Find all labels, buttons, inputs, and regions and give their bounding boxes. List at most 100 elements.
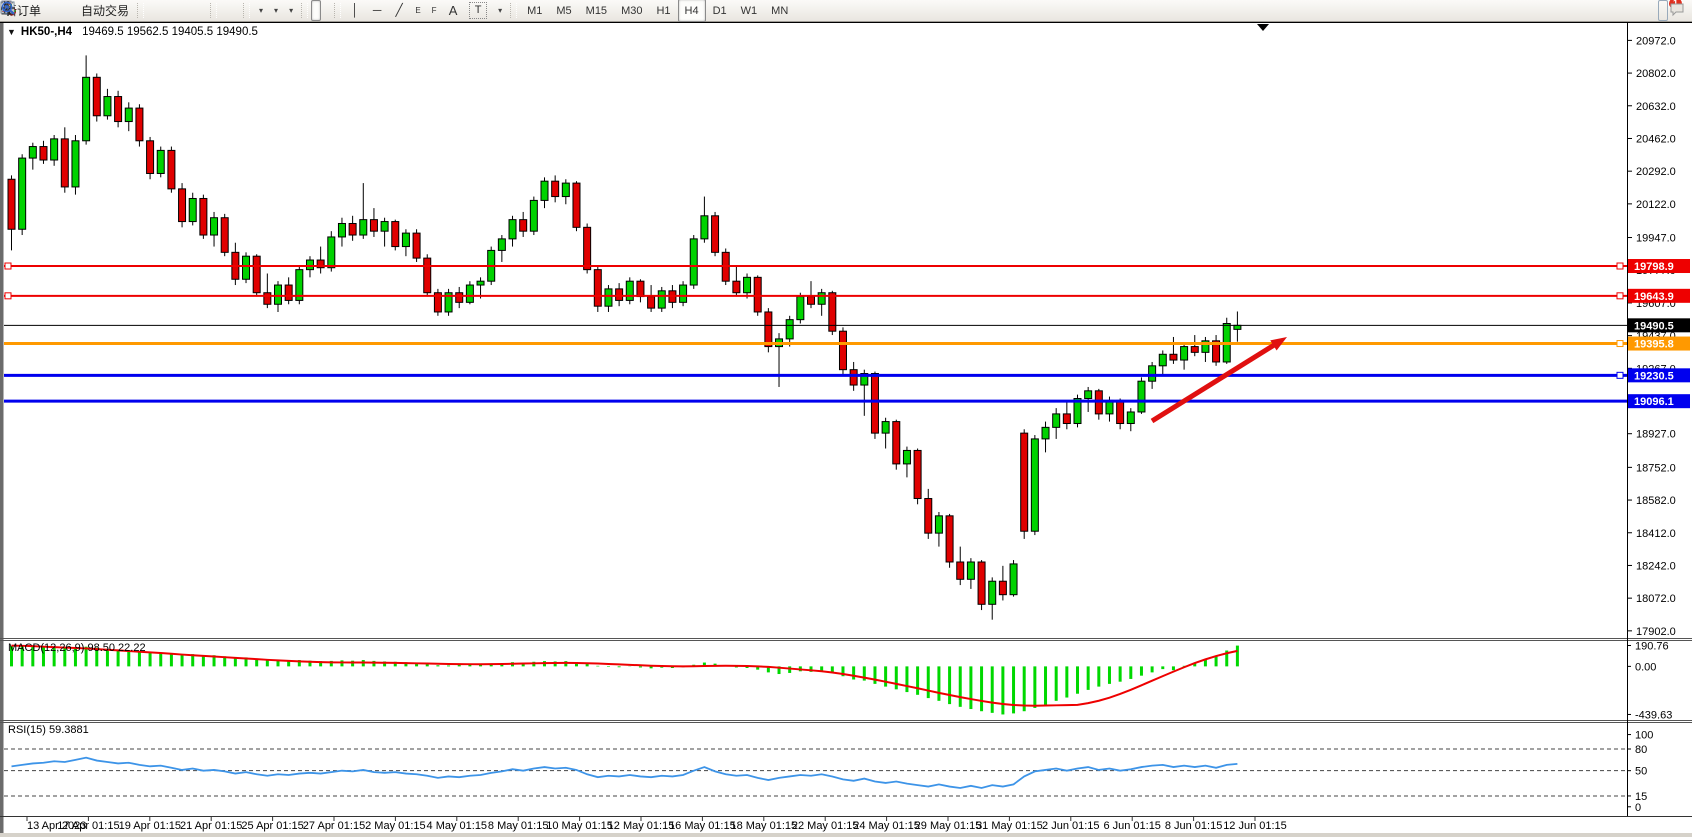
candle-body — [401, 232, 410, 248]
line-handle[interactable] — [1616, 262, 1624, 270]
candle-body — [199, 197, 208, 236]
date-axis-label: 22 May 01:15 — [792, 820, 859, 832]
date-axis-label: 8 May 01:15 — [488, 820, 549, 832]
date-axis-label: 18 May 01:15 — [730, 820, 797, 832]
templates-dropdown[interactable]: ▾ — [0, 0, 298, 21]
macd-indicator-label: MACD(12,26,9) 98.50 22.22 — [8, 642, 146, 654]
styler-button[interactable] — [1, 0, 56, 21]
line-handle[interactable] — [4, 262, 12, 270]
price-badge-label: 19798.9 — [1634, 261, 1674, 273]
fibonacci-tool[interactable]: F — [1, 0, 442, 21]
horizontal-line-tool[interactable]: ─ — [366, 0, 388, 21]
zoom-in-button[interactable] — [2, 0, 187, 21]
line-handle[interactable] — [1616, 292, 1624, 300]
timeframe-button-H1[interactable]: H1 — [656, 4, 671, 17]
new-chart-dropdown[interactable]: ▾ — [0, 0, 268, 21]
bar-chart-mode-button[interactable] — [1, 0, 157, 21]
candle-body — [1212, 340, 1221, 363]
candle-body — [604, 288, 613, 307]
candle-body — [242, 255, 251, 280]
candle-body — [1201, 340, 1210, 353]
candle-body — [284, 284, 293, 301]
toolbar-separator — [243, 3, 251, 18]
macd-axis-tick: -439.63 — [1635, 709, 1672, 721]
price-axis-tick: 20462.0 — [1636, 133, 1676, 145]
candle-body — [39, 146, 48, 161]
candle-body — [743, 276, 752, 294]
search-button[interactable] — [1, 0, 1668, 21]
chart-shift-button[interactable] — [1, 0, 240, 21]
signals-button[interactable] — [1, 0, 76, 21]
candle-body — [796, 296, 805, 321]
community-button[interactable] — [1, 0, 66, 21]
chat-button[interactable]: 1 — [1667, 0, 1684, 21]
periods-dropdown[interactable]: ▾ — [1, 0, 283, 21]
dropdown-arrow-icon: ▾ — [498, 6, 503, 15]
candle-body — [924, 498, 933, 534]
candlestick-mode-button[interactable] — [1, 0, 167, 21]
collapse-arrow-icon[interactable]: ▼ — [7, 27, 16, 37]
window-left-edge — [0, 21, 4, 833]
price-badge — [1628, 259, 1690, 274]
candle-body — [508, 219, 517, 240]
date-axis-label: 2 Jun 01:15 — [1042, 820, 1100, 832]
candle-body — [1062, 413, 1071, 425]
candle-body — [305, 259, 314, 271]
text-tool[interactable]: A — [442, 0, 464, 21]
candle-body — [103, 96, 112, 117]
timeframe-button-M15[interactable]: M15 — [585, 4, 608, 17]
fibonacci-letter: F — [431, 6, 437, 15]
timeframe-button-M1[interactable]: M1 — [527, 4, 543, 17]
timeframe-button-MN[interactable]: MN — [771, 4, 789, 17]
trend-arrow-head[interactable] — [1270, 337, 1287, 351]
candle-body — [1052, 413, 1061, 428]
timeframe-button-W1[interactable]: W1 — [740, 4, 758, 17]
status-strip — [0, 833, 1692, 837]
price-axis-tick: 18412.0 — [1636, 528, 1676, 540]
timeframe-button-M5[interactable]: M5 — [556, 4, 572, 17]
crosshair-tool-button[interactable] — [1, 0, 331, 21]
candle-body — [50, 138, 59, 161]
trend-arrow[interactable] — [1150, 341, 1279, 424]
candle-body — [753, 276, 762, 313]
timeframe-button-M30[interactable]: M30 — [621, 4, 643, 17]
candle-body — [807, 296, 815, 305]
line-handle[interactable] — [4, 292, 12, 300]
text-label-tool[interactable]: T — [464, 0, 492, 21]
candle-body — [359, 219, 368, 236]
chart-symbol: HK50-,H4 — [20, 26, 73, 38]
line-chart-mode-button[interactable] — [1, 0, 177, 21]
candle-body — [444, 292, 453, 313]
date-axis-label: 12 May 01:15 — [608, 820, 675, 832]
price-badge-label: 19096.1 — [1634, 396, 1674, 408]
candle-body — [785, 319, 794, 340]
candle-body — [966, 561, 975, 580]
zoom-out-button[interactable] — [2, 0, 197, 21]
price-badge — [1628, 336, 1690, 351]
auto-trading-button[interactable]: 自动交易 — [0, 0, 134, 21]
candle-body — [1084, 390, 1093, 400]
timeframe-button-H4[interactable]: H4 — [677, 0, 706, 22]
line-handle[interactable] — [1616, 371, 1624, 379]
channel-letter: E — [415, 6, 421, 15]
cursor-tool-button[interactable] — [4, 0, 322, 21]
timeframe-button-D1[interactable]: D1 — [712, 4, 727, 17]
candle-body — [220, 217, 229, 253]
scroll-position-marker[interactable] — [1257, 24, 1269, 31]
candle-body — [860, 373, 869, 386]
candle-body — [636, 280, 645, 298]
candle-body — [615, 288, 624, 301]
toolbar-separator — [334, 3, 342, 18]
vertical-line-tool[interactable]: │ — [344, 0, 366, 21]
candle-body — [711, 215, 720, 253]
candle-body — [913, 449, 922, 500]
arrows-dropdown[interactable]: ▾ — [2, 0, 507, 21]
trendline-icon: ╱ — [395, 3, 403, 17]
candle-body — [647, 296, 656, 309]
tile-windows-button[interactable] — [1, 0, 207, 21]
line-handle[interactable] — [1616, 340, 1624, 348]
toolbar-separator — [301, 3, 309, 18]
equidistant-channel-tool[interactable]: E — [0, 0, 426, 21]
trendline-tool[interactable]: ╱ — [388, 0, 410, 21]
auto-scroll-button[interactable] — [1, 0, 230, 21]
